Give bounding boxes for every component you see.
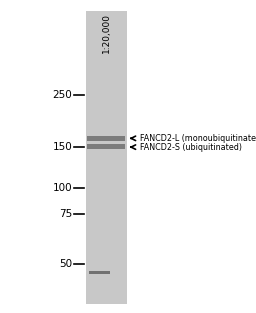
Text: 1:20,000: 1:20,000 [102, 13, 111, 53]
Text: 100: 100 [52, 183, 72, 193]
Text: 150: 150 [52, 142, 72, 152]
Bar [89, 271, 110, 274]
Text: 50: 50 [59, 259, 72, 269]
Text: 75: 75 [59, 209, 72, 219]
Text: 250: 250 [52, 90, 72, 100]
Text: FANCD2-S (ubiquitinated): FANCD2-S (ubiquitinated) [140, 143, 241, 151]
Bar [87, 136, 125, 141]
Bar [86, 11, 127, 304]
Text: FANCD2-L (monoubiquitinated): FANCD2-L (monoubiquitinated) [140, 134, 256, 143]
Bar [87, 144, 125, 149]
